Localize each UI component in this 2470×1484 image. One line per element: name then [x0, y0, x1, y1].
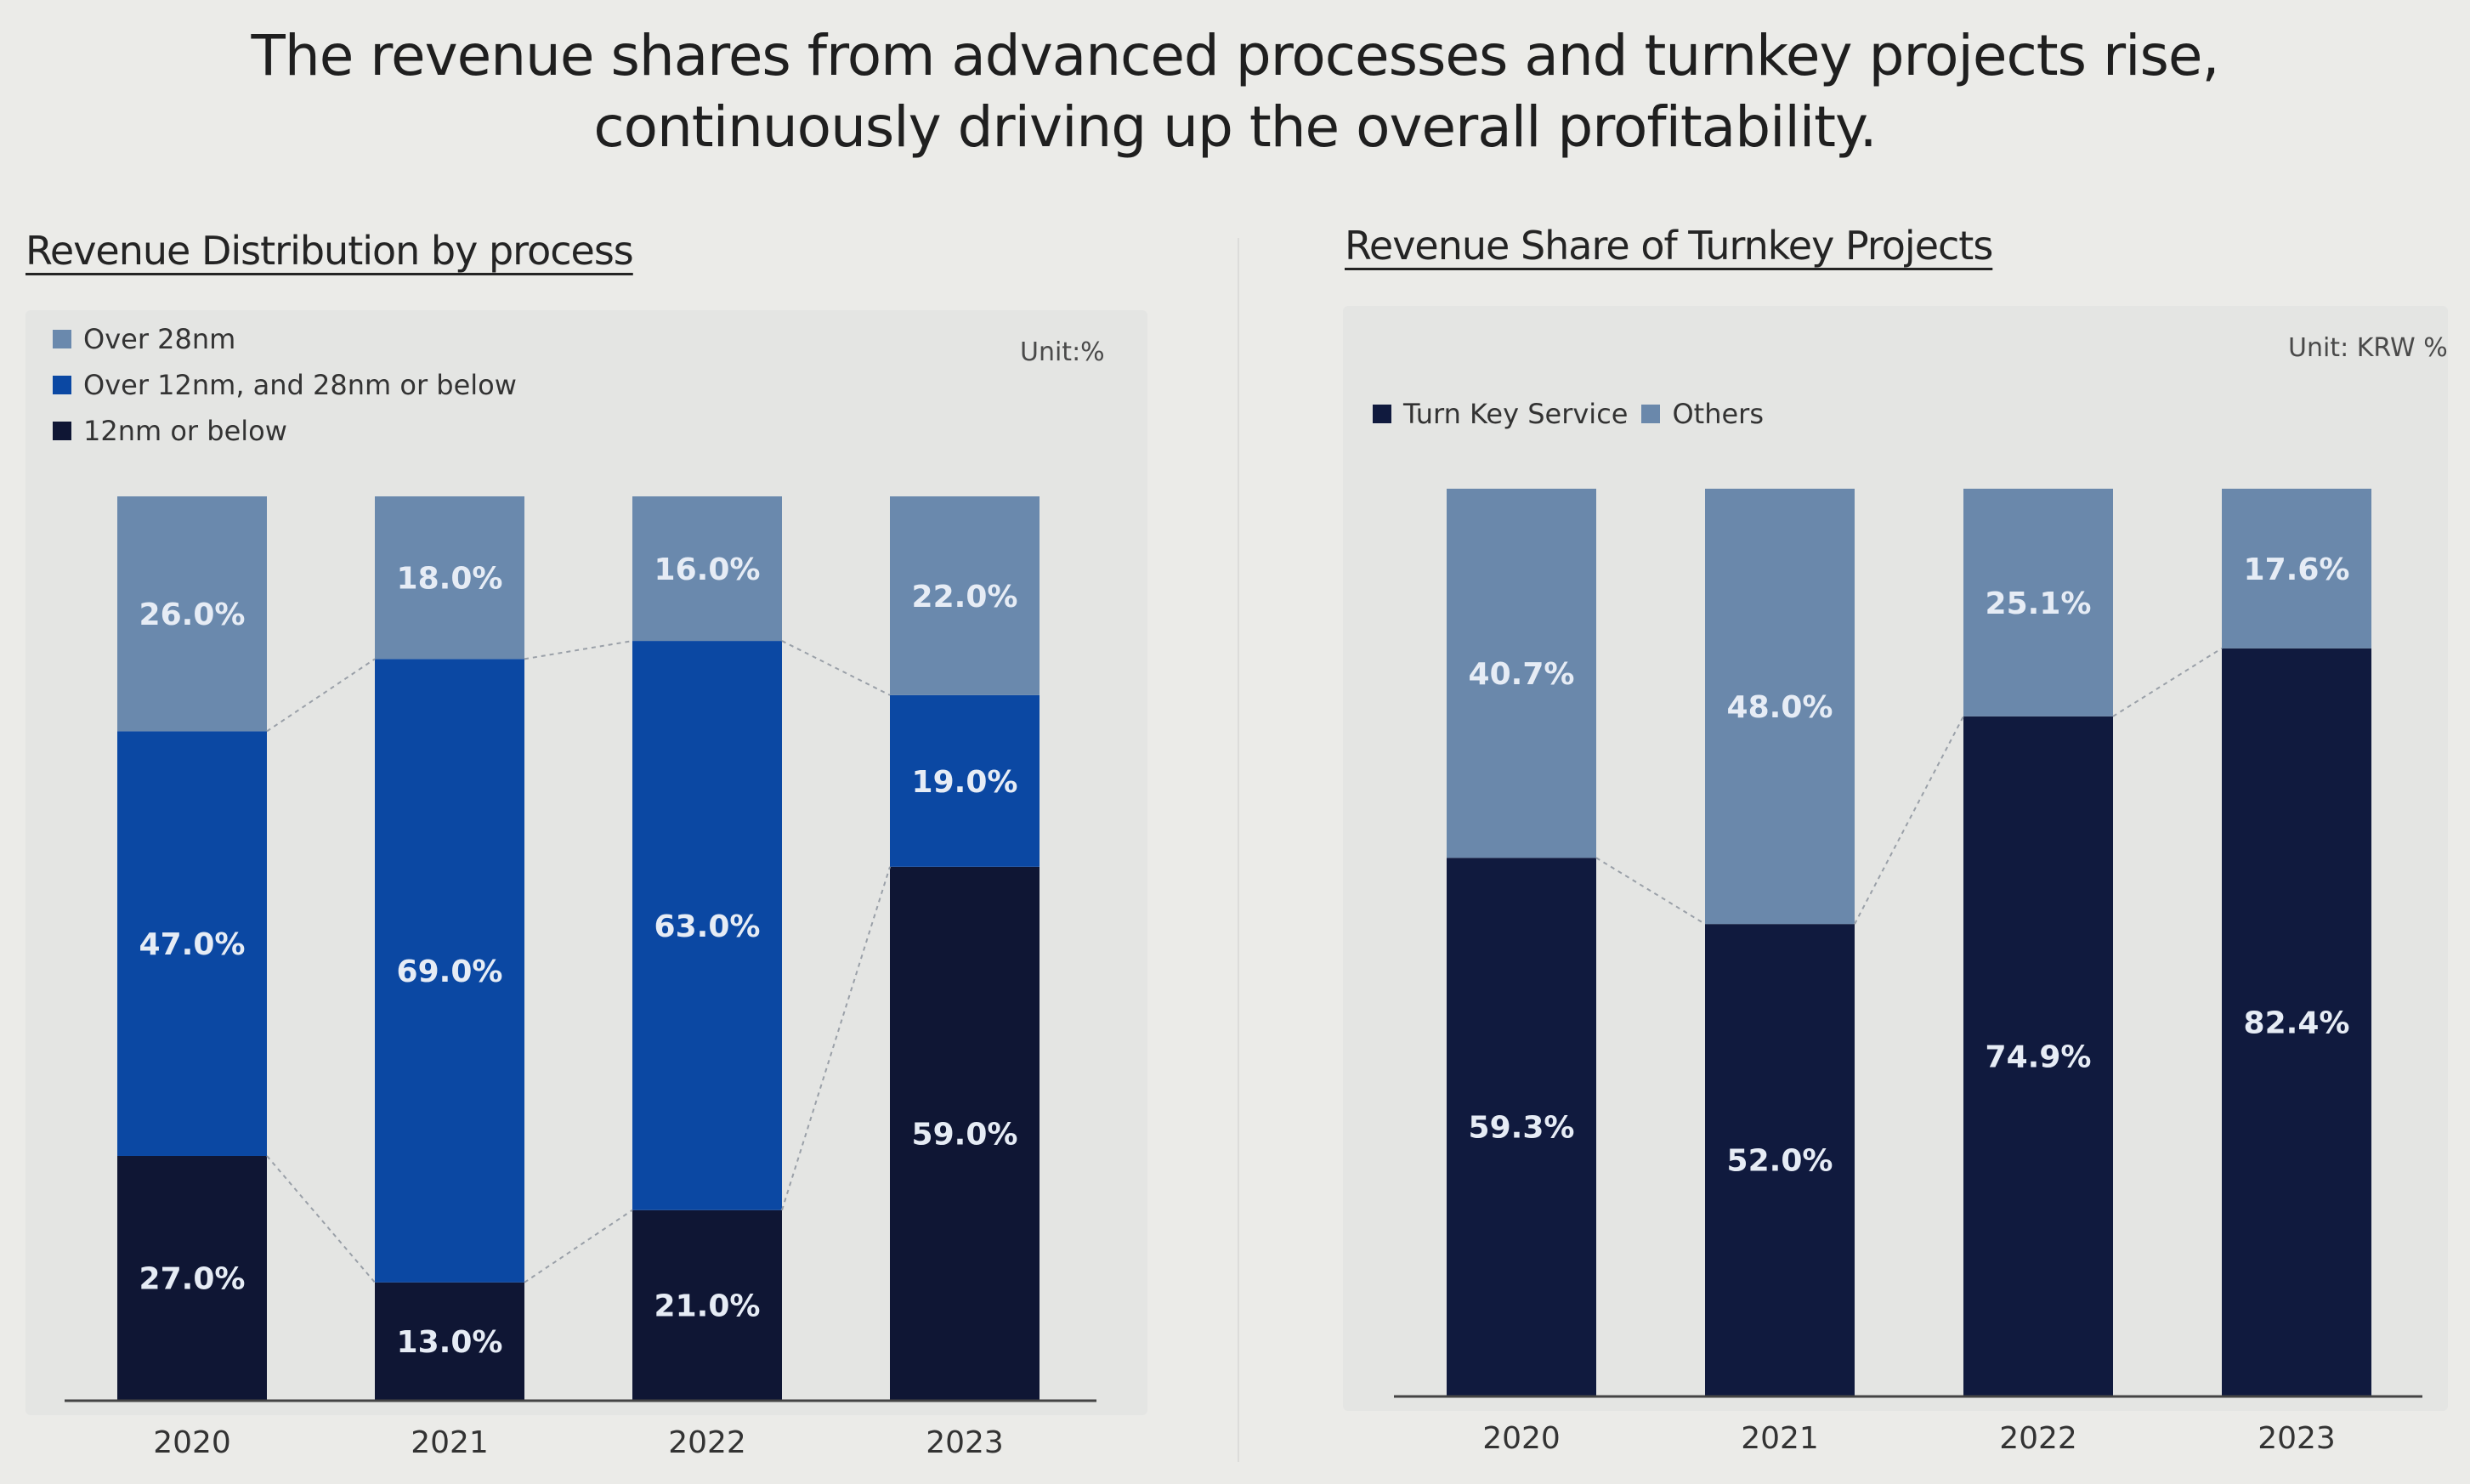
left-x-tick-2022: 2022 [668, 1425, 746, 1460]
left-bar-2023-12nm-or-below [890, 866, 1040, 1400]
right-bar-2022-turn-key-service [1963, 716, 2113, 1396]
left-bar-2022-12nm-or-below [632, 1209, 782, 1400]
right-bar-2020-turn-key-service [1447, 858, 1596, 1396]
left-bar-2020-over-12nm-and-28nm-or-below [117, 731, 267, 1156]
legend-label-others: Others [1672, 398, 1764, 430]
right-stacked-bar-chart: 59.3% 40.7% 52.0% 48.0% 74.9% 25.1% 82.4% 17.6%… [1394, 489, 2422, 1456]
headline-line-2: continuously driving up the overall prof… [593, 94, 1877, 160]
left-data-label-2021-over-28nm: 18.0% [397, 562, 503, 597]
left-connector-2-2022-2023 [781, 640, 891, 696]
legend-swatch-12nm-or-below [53, 422, 71, 440]
right-data-label-2022-others: 25.1% [1986, 586, 2092, 621]
right-chart-legend: Turn Key Service Others [1373, 398, 1777, 430]
left-connector-2-2021-2022 [524, 640, 633, 660]
left-data-label-2022-12nm-or-below: 21.0% [654, 1289, 761, 1323]
right-bar-2023-turn-key-service [2222, 648, 2371, 1396]
headline: The revenue shares from advanced process… [0, 20, 2470, 163]
left-connector-1-2020-2021 [266, 1155, 376, 1283]
legend-swatch-12-to-28nm [53, 376, 71, 394]
left-data-label-2020-12nm-or-below: 27.0% [139, 1261, 246, 1296]
right-x-tick-2023: 2023 [2258, 1421, 2336, 1456]
left-bar-2022-over-28nm [632, 496, 782, 642]
left-data-label-2023-12nm-or-below: 59.0% [912, 1117, 1018, 1152]
legend-swatch-over-28nm [53, 330, 71, 348]
legend-label-12-to-28nm: Over 12nm, and 28nm or below [83, 369, 517, 401]
left-bar-2020-12nm-or-below [117, 1155, 267, 1400]
left-bar-2021-over-28nm [375, 496, 524, 660]
right-chart-title: Revenue Share of Turnkey Projects [1345, 223, 1993, 269]
left-x-tick-2020: 2020 [153, 1425, 231, 1460]
left-data-label-2020-over-28nm: 26.0% [139, 598, 246, 632]
right-chart-unit: Unit: KRW % [2288, 333, 2448, 363]
right-connector-1-2022-2023 [2112, 647, 2223, 717]
right-x-tick-2020: 2020 [1482, 1421, 1561, 1456]
legend-item-over-28nm: Over 28nm [53, 316, 517, 362]
legend-item-turn-key-service: Turn Key Service [1373, 398, 1628, 430]
right-x-tick-2021: 2021 [1741, 1421, 1819, 1456]
legend-swatch-others [1641, 405, 1661, 423]
right-data-label-2020-turn-key-service: 59.3% [1469, 1111, 1575, 1146]
left-x-tick-2021: 2021 [411, 1425, 489, 1460]
left-bar-2020-over-28nm [117, 496, 267, 732]
right-data-label-2020-others: 40.7% [1469, 657, 1575, 692]
right-bar-2023-others [2222, 489, 2371, 649]
right-bar-2021-others [1705, 489, 1855, 925]
left-stacked-bar-chart: 27.0% 47.0% 26.0% 13.0% 69.0% 18.0% 21.0% 63.0%… [65, 496, 1096, 1460]
left-bar-2022-over-12nm-and-28nm-or-below [632, 641, 782, 1210]
right-data-label-2023-turn-key-service: 82.4% [2244, 1005, 2350, 1040]
left-bar-2023-over-12nm-and-28nm-or-below [890, 694, 1040, 867]
right-connector-1-2020-2021 [1595, 857, 1706, 926]
right-bar-2020-others [1447, 489, 1596, 858]
legend-label-turn-key-service: Turn Key Service [1403, 398, 1629, 430]
right-data-label-2021-turn-key-service: 52.0% [1727, 1144, 1833, 1179]
left-bar-2021-over-12nm-and-28nm-or-below [375, 659, 524, 1283]
right-data-label-2021-others: 48.0% [1727, 690, 1833, 725]
right-bar-2022-others [1963, 489, 2113, 717]
left-data-label-2023-over-28nm: 22.0% [912, 580, 1018, 615]
right-data-label-2023-others: 17.6% [2244, 552, 2350, 587]
left-chart-unit: Unit:% [1020, 337, 1105, 367]
legend-item-others: Others [1641, 398, 1764, 430]
left-bar-2023-over-28nm [890, 496, 1040, 695]
left-data-label-2022-over-28nm: 16.0% [654, 552, 761, 587]
left-bar-2021-12nm-or-below [375, 1282, 524, 1400]
legend-swatch-turn-key-service [1373, 405, 1391, 423]
right-x-tick-2022: 2022 [1999, 1421, 2077, 1456]
legend-label-12nm-or-below: 12nm or below [83, 415, 287, 447]
legend-item-12nm-or-below: 12nm or below [53, 408, 517, 454]
left-connector-1-2021-2022 [524, 1209, 633, 1283]
left-connector-2-2020-2021 [266, 658, 376, 733]
legend-item-12-to-28nm: Over 12nm, and 28nm or below [53, 362, 517, 408]
panel-divider [1238, 238, 1239, 1462]
left-data-label-2021-12nm-or-below: 13.0% [397, 1325, 503, 1360]
right-bar-2021-turn-key-service [1705, 924, 1855, 1396]
right-connector-1-2021-2022 [1854, 716, 1964, 925]
left-x-tick-2023: 2023 [926, 1425, 1004, 1460]
headline-line-1: The revenue shares from advanced process… [251, 23, 2220, 88]
left-connector-1-2022-2023 [781, 866, 891, 1211]
left-data-label-2022-over-12nm-and-28nm-or-below: 63.0% [654, 909, 761, 944]
left-data-label-2020-over-12nm-and-28nm-or-below: 47.0% [139, 927, 246, 962]
left-data-label-2023-over-12nm-and-28nm-or-below: 19.0% [912, 765, 1018, 800]
left-chart-title: Revenue Distribution by process [25, 228, 634, 274]
legend-label-over-28nm: Over 28nm [83, 323, 236, 355]
right-data-label-2022-turn-key-service: 74.9% [1986, 1039, 2092, 1074]
left-chart-legend: Over 28nm Over 12nm, and 28nm or below 1… [53, 316, 517, 454]
left-data-label-2021-over-12nm-and-28nm-or-below: 69.0% [397, 954, 503, 989]
